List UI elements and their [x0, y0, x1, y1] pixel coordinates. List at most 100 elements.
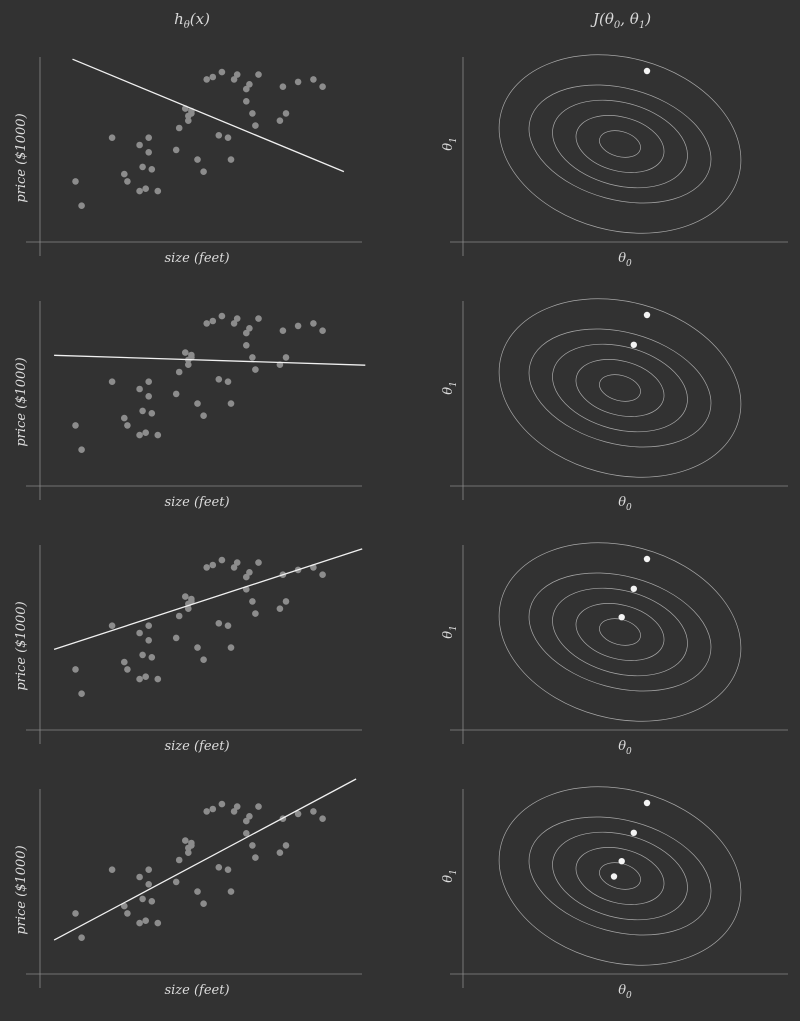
- data-point: [319, 83, 326, 90]
- data-point: [230, 76, 238, 83]
- cost-contour: [599, 130, 641, 158]
- data-point: [246, 81, 253, 88]
- contour-x-label: θ0: [618, 983, 632, 1001]
- data-point: [230, 564, 238, 571]
- data-point: [108, 378, 116, 385]
- data-point: [124, 910, 131, 917]
- panel-row-3: size (feet) price ($1000) θ0 θ1: [14, 542, 788, 757]
- cost-contour: [528, 572, 712, 692]
- data-point: [294, 810, 302, 818]
- data-point: [142, 185, 149, 192]
- contour-y-label: θ1: [441, 381, 459, 395]
- data-point: [243, 98, 250, 105]
- cost-contour: [552, 831, 688, 921]
- data-point: [72, 910, 79, 917]
- data-point: [243, 342, 250, 349]
- contour-y-label: θ1: [441, 625, 459, 639]
- data-point: [185, 605, 192, 612]
- data-point: [172, 634, 180, 642]
- data-point: [148, 898, 156, 905]
- data-point: [194, 644, 201, 651]
- hypothesis-line: [53, 548, 363, 651]
- data-point: [124, 422, 131, 429]
- cost-contour: [528, 816, 712, 936]
- panel-row-4: size (feet) price ($1000) θ0 θ1: [14, 778, 788, 1001]
- data-point: [249, 842, 256, 849]
- data-point: [145, 622, 152, 629]
- data-point: [209, 561, 217, 569]
- data-point: [175, 856, 183, 864]
- data-point: [227, 156, 235, 163]
- data-point: [218, 68, 226, 76]
- cost-contour: [498, 54, 742, 234]
- cost-contour: [575, 847, 665, 905]
- data-point: [203, 808, 210, 815]
- contour-y-label: θ1: [441, 137, 459, 151]
- data-point: [148, 166, 156, 173]
- data-point: [182, 837, 189, 844]
- data-point: [224, 866, 232, 873]
- cost-contour: [575, 115, 665, 173]
- data-point: [139, 895, 146, 903]
- data-point: [246, 813, 253, 820]
- descent-step-point: [630, 829, 637, 836]
- data-point: [310, 320, 317, 327]
- data-point: [185, 361, 192, 368]
- data-point: [108, 134, 116, 141]
- data-point: [121, 170, 128, 178]
- data-point: [78, 446, 85, 453]
- data-point: [136, 431, 143, 439]
- data-point: [319, 815, 326, 822]
- data-point: [203, 320, 210, 327]
- data-point: [282, 110, 290, 117]
- data-point: [243, 329, 250, 337]
- data-point: [136, 919, 143, 927]
- left-column-title: hθ(x): [174, 10, 210, 31]
- data-point: [136, 873, 143, 881]
- data-point: [249, 110, 256, 117]
- hypothesis-line: [54, 354, 366, 366]
- data-point: [233, 315, 241, 322]
- data-point: [188, 110, 195, 117]
- data-point: [145, 378, 152, 385]
- data-point: [72, 666, 79, 673]
- data-point: [243, 573, 250, 581]
- cost-contour: [599, 374, 641, 402]
- data-point: [233, 803, 241, 810]
- data-point: [154, 431, 162, 439]
- data-point: [233, 71, 241, 78]
- data-point: [145, 881, 152, 888]
- descent-step-point: [610, 873, 618, 880]
- data-point: [203, 76, 210, 83]
- data-point: [279, 83, 287, 90]
- contour-x-label: θ0: [618, 739, 632, 757]
- data-point: [227, 888, 235, 895]
- data-point: [172, 878, 180, 886]
- data-point: [172, 146, 180, 154]
- data-point: [139, 651, 146, 659]
- data-point: [136, 141, 143, 149]
- data-point: [224, 622, 232, 629]
- data-point: [215, 864, 223, 871]
- data-point: [142, 917, 149, 924]
- data-point: [200, 168, 207, 175]
- data-point: [172, 390, 180, 398]
- data-point: [139, 163, 146, 171]
- data-point: [200, 412, 207, 419]
- data-point: [124, 666, 131, 673]
- data-point: [139, 407, 146, 415]
- data-point: [224, 134, 232, 141]
- data-point: [145, 637, 152, 644]
- data-point: [136, 675, 143, 683]
- scatter-x-label: size (feet): [164, 983, 229, 998]
- data-point: [154, 919, 162, 927]
- data-point: [243, 85, 250, 93]
- contour-x-label: θ0: [618, 495, 632, 513]
- descent-step-point: [618, 858, 625, 865]
- data-point: [182, 349, 189, 356]
- cost-contour: [552, 343, 688, 433]
- data-point: [200, 900, 207, 907]
- descent-step-point: [630, 585, 637, 592]
- data-point: [310, 808, 317, 815]
